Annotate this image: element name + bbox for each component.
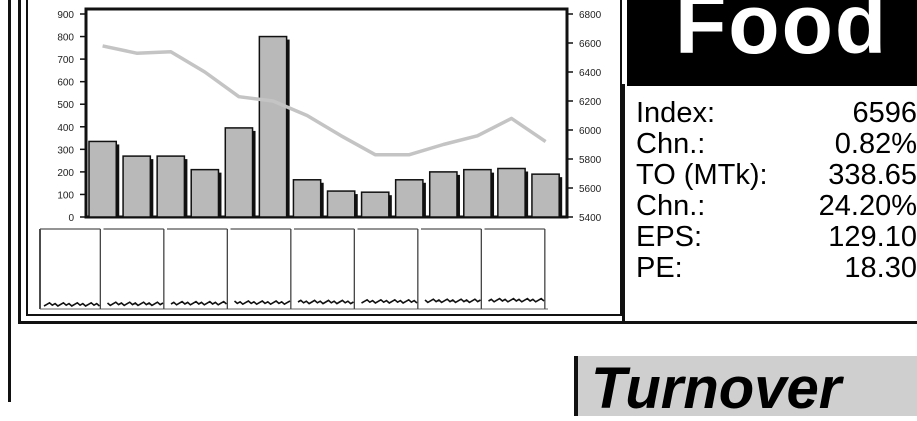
stat-row: EPS: 129.10 [636,222,917,253]
strip-sparkline [43,301,101,307]
bar [122,155,152,218]
panel-divider [622,84,625,324]
strip-sparkline [170,300,228,306]
stat-label: TO (MTk): [636,159,768,191]
right-axis-tick-label: 5800 [579,155,602,166]
left-axis-tick-label: 300 [57,145,74,156]
stat-row: TO (MTk): 338.65 [636,160,917,191]
bar [292,179,322,218]
stat-label: PE: [636,252,683,284]
bar [428,171,458,218]
bar [156,155,186,218]
right-axis-tick-label: 6200 [579,97,602,108]
right-axis-tick-label: 6400 [579,68,602,79]
right-axis-tick-label: 6600 [579,39,602,50]
left-axis-tick-label: 0 [68,213,74,224]
left-axis-tick-label: 700 [57,55,74,66]
right-axis-tick-label: 5600 [579,184,602,195]
left-axis-tick-label: 500 [57,100,74,111]
index-line [102,44,547,157]
right-axis-tick-label: 5400 [579,213,602,224]
bar [224,127,254,218]
sector-title: Food [675,0,889,71]
bar [88,140,118,218]
left-axis-tick-label: 900 [57,10,74,21]
left-rule [8,0,11,402]
strip-sparkline [361,298,418,304]
bar [394,179,424,218]
stat-label: Chn.: [636,190,706,222]
bar [258,35,288,218]
left-axis-tick-label: 800 [57,33,74,44]
bar [326,190,356,218]
strip-sparkline [106,301,164,307]
main-frame [18,0,917,324]
chart-svg: 0 100 200 300 400 500 600 700 800 900 5400 5600 5800… [39,7,602,310]
stats-list: Index: 6596 Chn.: 0.82% TO (MTk): 338.65… [636,98,917,284]
stat-value: 338.65 [828,159,917,191]
stat-label: Chn.: [636,128,706,160]
stat-row: Chn.: 24.20% [636,191,917,222]
stat-row: PE: 18.30 [636,253,917,284]
stat-row: Chn.: 0.82% [636,129,917,160]
strip-sparkline [488,297,545,303]
left-axis-tick-label: 200 [57,168,74,179]
stat-row: Index: 6596 [636,98,917,129]
stat-label: Index: [636,97,715,129]
sector-title-box [627,0,917,86]
left-axis-tick-label: 600 [57,78,74,89]
bar [531,173,560,218]
strip-sparkline [297,299,354,305]
stat-value: 6596 [852,97,917,129]
strip-sparkline [233,300,291,306]
turnover-heading: Turnover [591,356,842,421]
bar [463,168,492,218]
chart-panel [26,0,622,316]
right-axis-tick-label: 6800 [579,10,602,21]
bar [190,168,220,218]
right-axis-tick-label: 6000 [579,126,602,137]
left-axis-tick-label: 400 [57,123,74,134]
stat-label: EPS: [636,221,703,253]
bar [360,191,390,218]
stat-value: 24.20% [818,190,917,222]
left-axis-tick-label: 100 [57,190,74,201]
stat-value: 18.30 [844,252,917,284]
bar [497,167,526,218]
stat-value: 129.10 [828,221,917,253]
strip-sparkline [424,298,481,304]
stat-value: 0.82% [834,128,917,160]
